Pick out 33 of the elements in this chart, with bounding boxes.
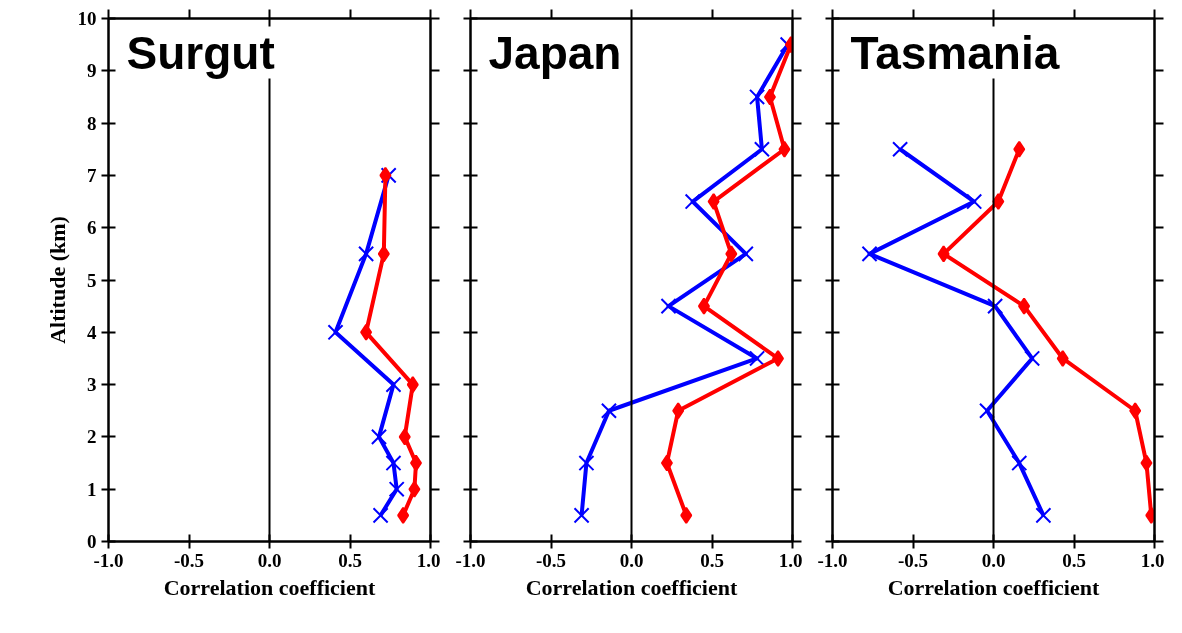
x-tick-label: -1.0 <box>93 549 124 571</box>
x-tick-label: 1.0 <box>778 549 803 571</box>
y-tick-label: 3 <box>87 374 97 396</box>
y-tick-label: 1 <box>87 478 97 500</box>
y-tick-label: 2 <box>87 426 97 448</box>
y-tick-label: 4 <box>87 321 97 343</box>
x-tick-label: 0.5 <box>338 549 362 571</box>
x-tick-label: 0.0 <box>619 549 644 571</box>
y-tick-label: 10 <box>77 8 97 29</box>
x-axis-title: Correlation coefficient <box>525 574 738 600</box>
y-tick-label: 6 <box>87 217 97 239</box>
x-axis-title: Correlation coefficient <box>163 574 376 600</box>
x-tick-label: 0.5 <box>700 549 724 571</box>
chart-title: Tasmania <box>850 26 1060 79</box>
y-tick-label: 0 <box>87 531 97 552</box>
y-tick-label: 8 <box>87 112 97 134</box>
y-tick-label: 7 <box>87 164 97 186</box>
x-tick-label: -1.0 <box>455 549 486 571</box>
chart-title: Japan <box>488 26 622 79</box>
x-axis-title: Correlation coefficient <box>887 574 1100 600</box>
x-tick-label: 0.0 <box>981 549 1006 571</box>
x-tick-label: 0.5 <box>1062 549 1086 571</box>
x-tick-label: -0.5 <box>173 549 205 571</box>
x-tick-label: -1.0 <box>817 549 848 571</box>
x-tick-label: 0.0 <box>257 549 282 571</box>
x-tick-label: -0.5 <box>535 549 567 571</box>
chart-title: Surgut <box>126 26 275 79</box>
x-tick-label: 1.0 <box>1140 549 1165 571</box>
x-tick-label: -0.5 <box>897 549 929 571</box>
x-tick-label: 1.0 <box>416 549 441 571</box>
y-tick-label: 9 <box>87 60 97 82</box>
y-tick-label: 5 <box>87 269 97 291</box>
y-axis-title: Altitude (km) <box>44 216 70 344</box>
